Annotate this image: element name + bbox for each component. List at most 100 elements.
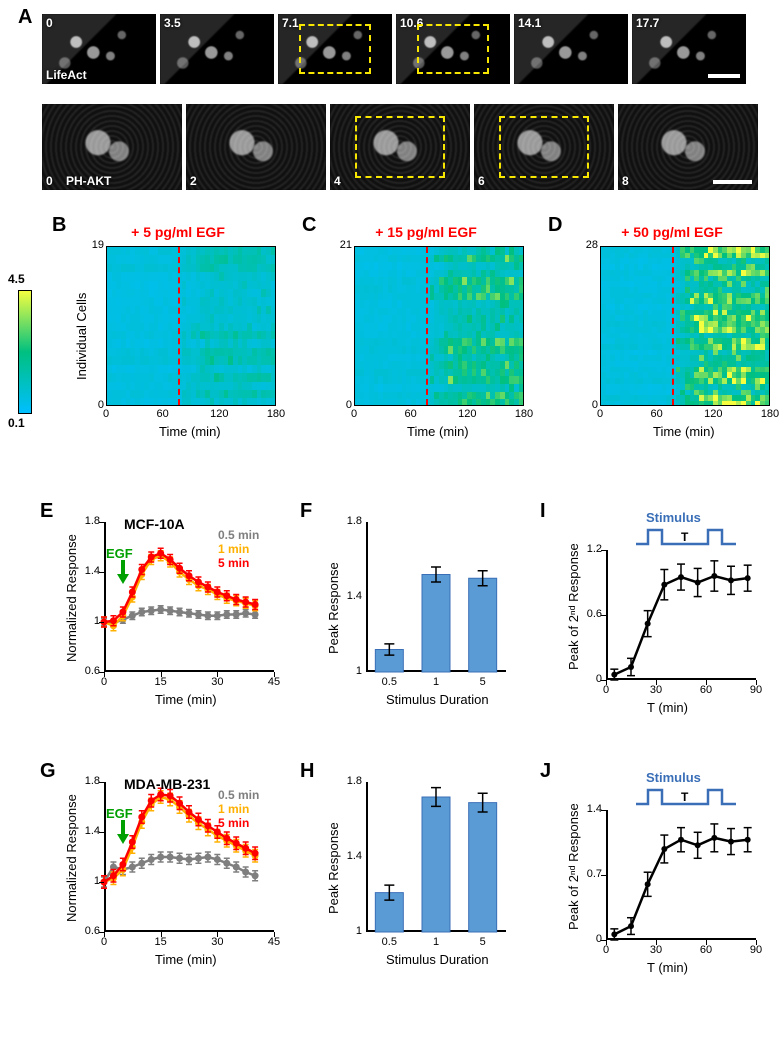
x-tick: 0.5: [377, 936, 401, 948]
panel-label-c: C: [302, 214, 316, 237]
x-tick: 1: [424, 676, 448, 688]
y-tick: 0.6: [72, 925, 100, 937]
y-tick: 1.4: [574, 803, 602, 815]
microscopy-frame: 2: [186, 104, 326, 190]
egf-arrow-icon: [113, 820, 133, 846]
panel-label-h: H: [300, 760, 314, 783]
y-tick: 1.8: [334, 515, 362, 527]
egf-label: EGF: [106, 806, 133, 821]
x-tick: 60: [647, 408, 667, 420]
y-tick: 1.2: [574, 543, 602, 555]
marker-label: PH-AKT: [66, 174, 111, 188]
egf-label: EGF: [106, 546, 133, 561]
panel-label-g: G: [40, 760, 56, 783]
x-axis-label: Time (min): [155, 952, 217, 967]
frame-timestamp: 4: [334, 174, 341, 188]
legend-item: 5 min: [218, 556, 249, 570]
y-axis-label: Peak Response: [326, 822, 341, 914]
colorbar-min: 0.1: [8, 416, 25, 430]
x-tick: 180: [514, 408, 534, 420]
microscopy-frame: 14.1: [514, 14, 628, 84]
x-tick: 60: [694, 684, 718, 696]
y-tick: 0.6: [72, 665, 100, 677]
chart-title: MDA-MB-231: [124, 776, 210, 792]
panel-label-e: E: [40, 500, 53, 523]
frame-timestamp: 0: [46, 16, 53, 30]
x-tick: 60: [153, 408, 173, 420]
x-tick: 1: [424, 936, 448, 948]
x-axis-label: Time (min): [653, 424, 715, 439]
microscopy-frame: 3.5: [160, 14, 274, 84]
panel-label-f: F: [300, 500, 312, 523]
y-tick: 1.8: [72, 775, 100, 787]
y-tick: 1.4: [72, 825, 100, 837]
x-axis-label: Stimulus Duration: [386, 692, 489, 707]
legend-item: 5 min: [218, 816, 249, 830]
x-tick: 0: [92, 676, 116, 688]
heatmap-plot: [354, 246, 524, 406]
y-tick: 0: [574, 933, 602, 945]
x-tick: 30: [205, 936, 229, 948]
x-axis-label: T (min): [647, 960, 688, 975]
x-tick: 180: [266, 408, 286, 420]
stimulus-label: Stimulus: [646, 510, 701, 525]
stimulus-dash-line: [426, 247, 428, 405]
y-tick: 0.7: [574, 868, 602, 880]
y-tick: 1: [72, 615, 100, 627]
y-axis-label: Peak Response: [326, 562, 341, 654]
x-tick: 60: [401, 408, 421, 420]
frame-timestamp: 6: [478, 174, 485, 188]
highlight-box: [417, 24, 490, 74]
heatmap-title: + 5 pg/ml EGF: [78, 224, 278, 240]
panel-label-i: I: [540, 500, 546, 523]
panel-label-a: A: [18, 6, 32, 29]
y-tick: 0: [580, 399, 598, 411]
y-tick: 1: [72, 875, 100, 887]
x-axis-label: T (min): [647, 700, 688, 715]
x-tick: 45: [262, 676, 286, 688]
y-tick: 0.6: [574, 608, 602, 620]
highlight-box: [499, 116, 589, 178]
stimulus-dash-line: [178, 247, 180, 405]
frame-timestamp: 7.1: [282, 16, 299, 30]
y-tick: 0: [574, 673, 602, 685]
x-tick: 60: [694, 944, 718, 956]
frame-timestamp: 14.1: [518, 16, 541, 30]
heatmap-plot: [106, 246, 276, 406]
microscopy-row-lifeact: 0LifeAct3.57.110.614.117.7: [42, 14, 746, 84]
x-tick: 30: [644, 944, 668, 956]
x-tick: 15: [149, 936, 173, 948]
x-tick: 180: [760, 408, 780, 420]
x-tick: 0: [594, 684, 618, 696]
scale-bar: [708, 74, 740, 78]
panel-label-j: J: [540, 760, 551, 783]
chart-g: MDA-MB-231EGF0.5 min1 min5 minNormalized…: [56, 770, 286, 980]
microscopy-frame: 7.1: [278, 14, 392, 84]
x-tick: 90: [744, 684, 768, 696]
figure: A 0LifeAct3.57.110.614.117.7 0PH-AKT2468…: [0, 0, 780, 1050]
frame-timestamp: 2: [190, 174, 197, 188]
chart-j: StimulusTPeak of 2ⁿᵈ ResponseT (min)0306…: [558, 770, 768, 980]
chart-i: StimulusTPeak of 2ⁿᵈ ResponseT (min)0306…: [558, 510, 768, 720]
heatmap-title: + 50 pg/ml EGF: [572, 224, 772, 240]
heatmap-c: + 15 pg/ml EGFTime (min)060120180021: [326, 228, 526, 448]
heatmap-b: + 5 pg/ml EGFIndividual CellsTime (min)0…: [78, 228, 278, 448]
legend-item: 0.5 min: [218, 788, 259, 802]
chart-e: MCF-10AEGF0.5 min1 min5 minNormalized Re…: [56, 510, 286, 720]
microscopy-frame: 6: [474, 104, 614, 190]
colorbar-max: 4.5: [8, 272, 25, 286]
y-tick: 1: [334, 665, 362, 677]
svg-text:T: T: [681, 790, 689, 804]
microscopy-frame: 4: [330, 104, 470, 190]
chart-f: 0.51511.41.8Peak ResponseStimulus Durati…: [318, 510, 518, 720]
x-tick: 30: [205, 676, 229, 688]
y-tick: 19: [86, 239, 104, 251]
y-tick: 28: [580, 239, 598, 251]
frame-timestamp: 17.7: [636, 16, 659, 30]
x-tick: 30: [644, 684, 668, 696]
egf-arrow-icon: [113, 560, 133, 586]
y-tick: 1: [334, 925, 362, 937]
x-axis-label: Time (min): [155, 692, 217, 707]
legend-item: 0.5 min: [218, 528, 259, 542]
legend-item: 1 min: [218, 802, 249, 816]
